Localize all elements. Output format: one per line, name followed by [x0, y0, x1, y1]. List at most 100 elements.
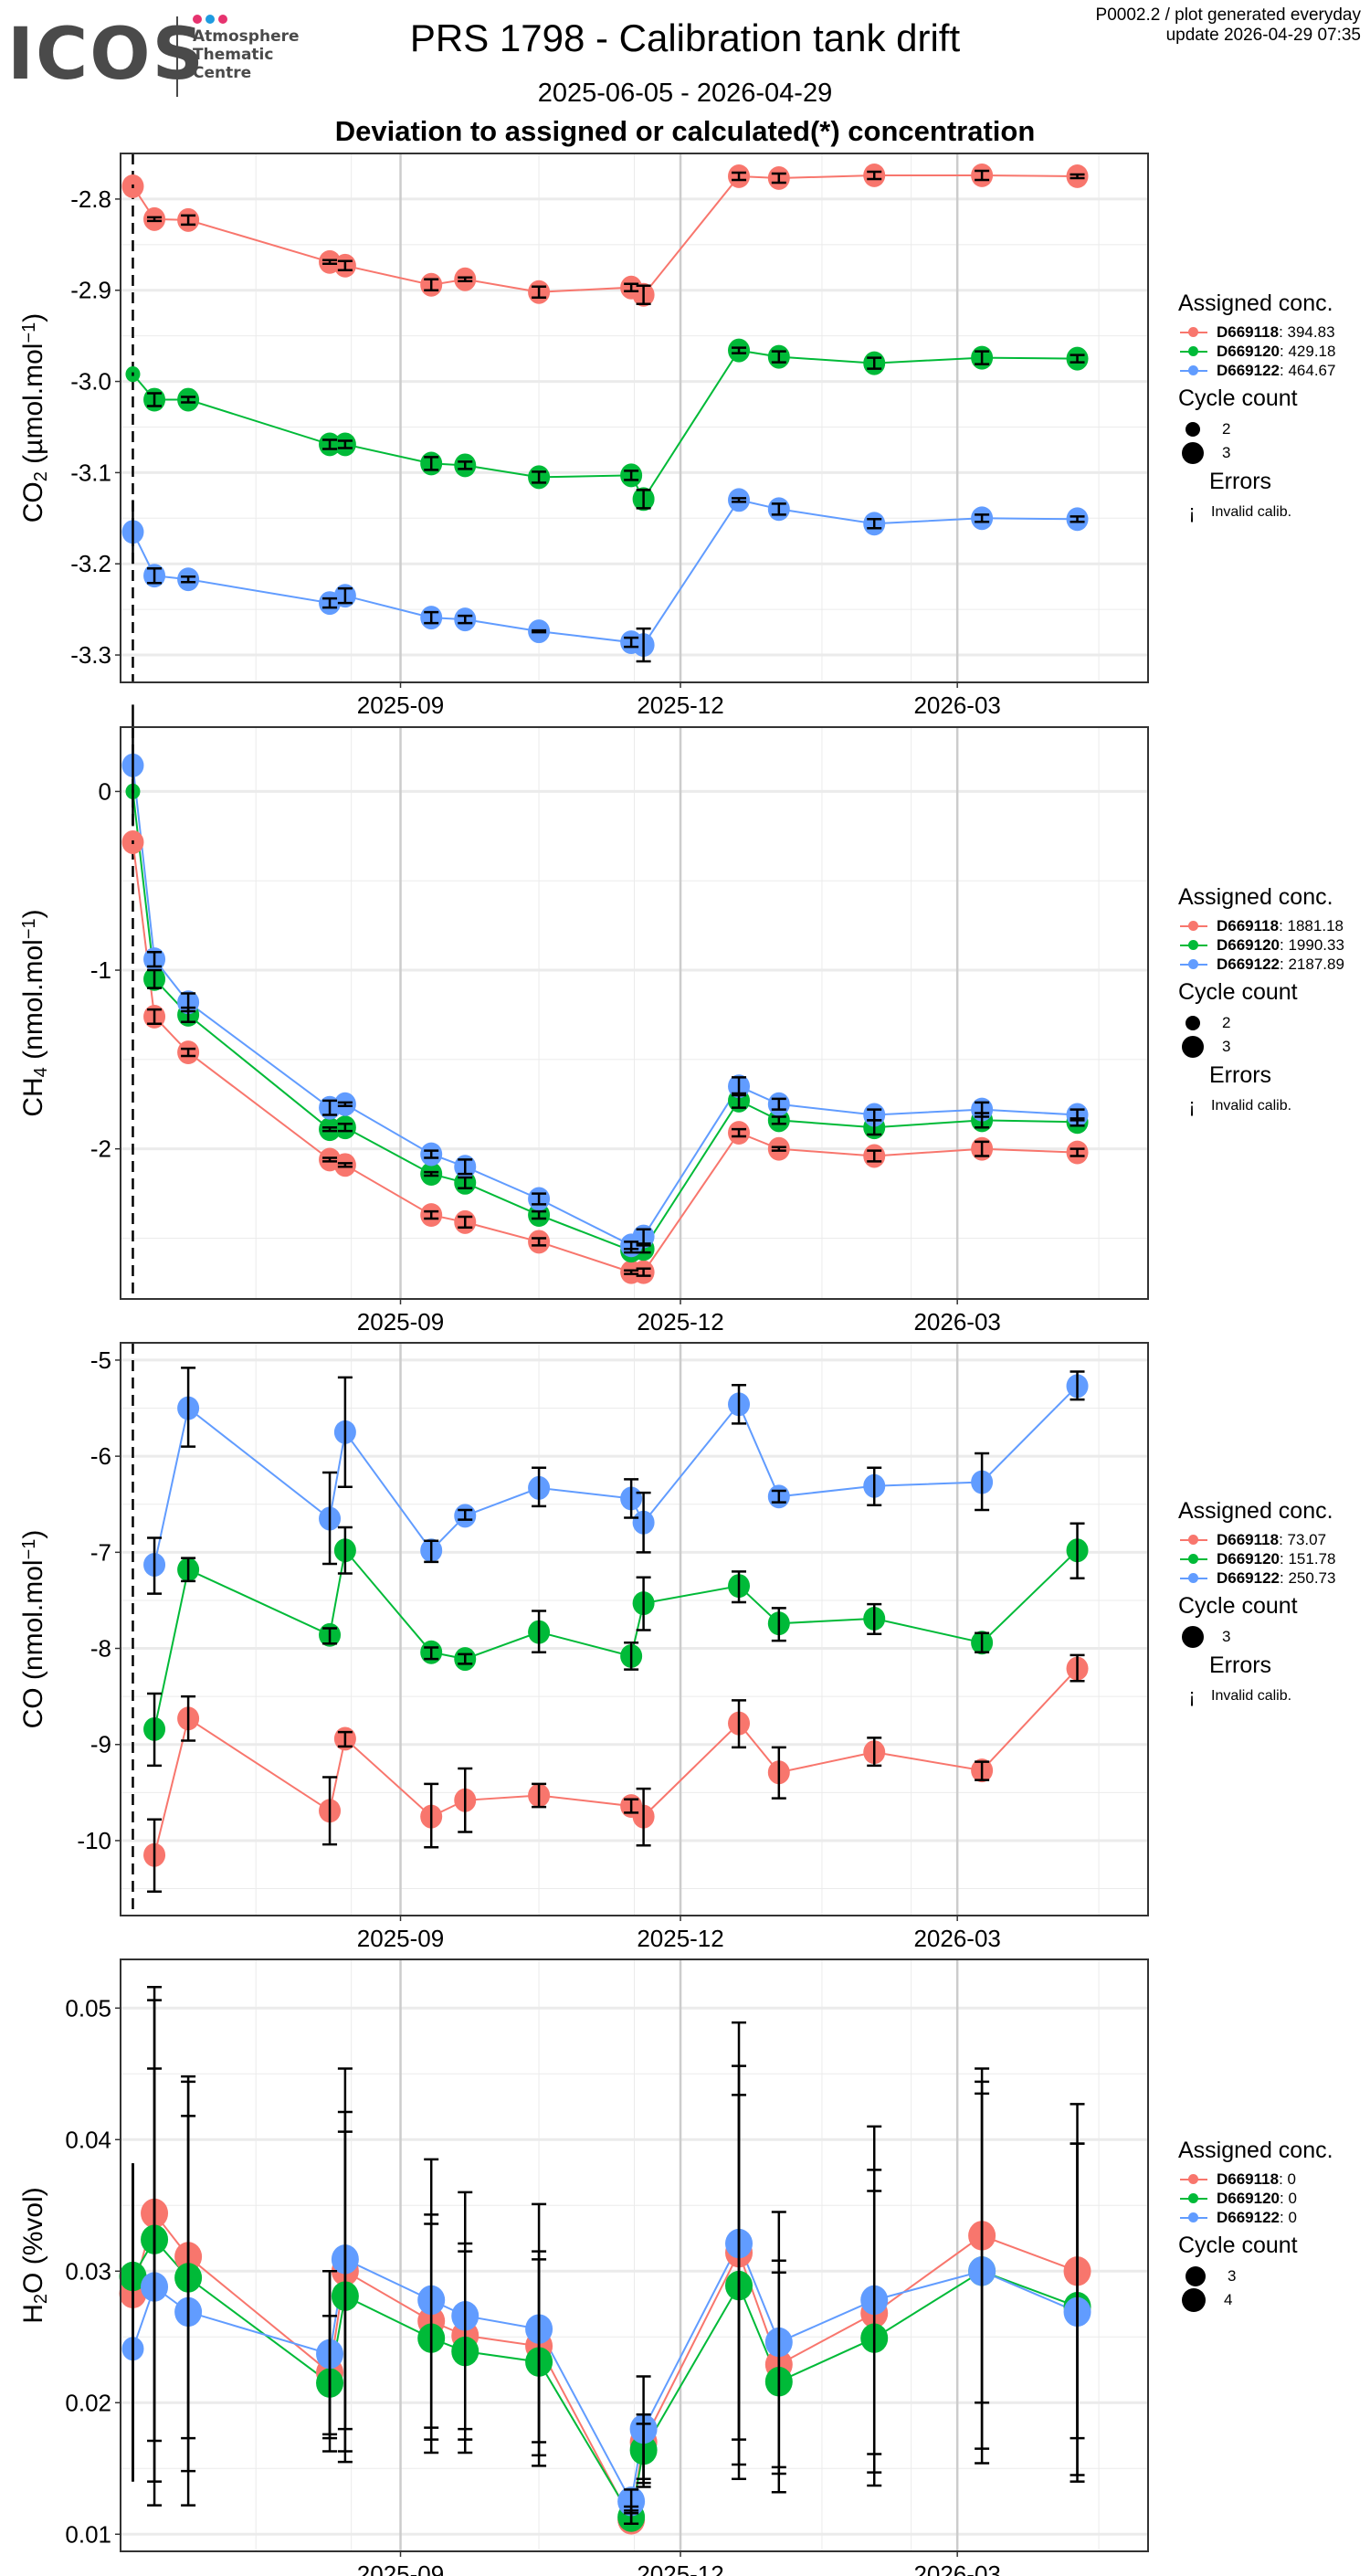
y-axis-label: H2O (%vol): [18, 2187, 51, 2323]
legend-swatch-icon: [1178, 936, 1209, 955]
legend-swatch-icon: [1178, 955, 1209, 974]
legend-title: Assigned conc.: [1178, 290, 1333, 316]
series-line-D669118: [153, 1667, 1079, 1855]
date-range: 2025-06-05 - 2026-04-29: [537, 79, 833, 108]
logo-dots-icon: [193, 15, 227, 24]
legend-assigned-value: : 73.07: [1279, 1530, 1327, 1548]
legend-tank-id: D669122: [1217, 955, 1280, 973]
legend-title: Assigned conc.: [1178, 1498, 1333, 1524]
plot-frame: [120, 1958, 1149, 2552]
y-axis-label-part: −1: [19, 918, 39, 939]
legend-cycle-item: 3: [1178, 441, 1335, 465]
legend-tank-id: D669118: [1217, 1530, 1280, 1548]
x-tick-label: 2025-12: [637, 692, 723, 719]
y-axis-label-part: CO: [18, 1687, 48, 1728]
legend-tank-id: D669118: [1217, 916, 1280, 934]
cycle-count-label: 2: [1222, 420, 1231, 438]
y-tick-label: -9: [90, 1731, 111, 1758]
y-axis-label: CO (nmol.mol−1): [18, 1530, 48, 1729]
y-axis-label-part: (nmol.mol: [18, 939, 48, 1067]
x-tick-label: 2026-03: [913, 2560, 1000, 2576]
legend-co: Assigned conc. D669118: 73.07 D669120: 151…: [1178, 1498, 1335, 1710]
y-axis-label-part: O (%vol): [18, 2187, 48, 2294]
cycle-size-icon: [1182, 2288, 1206, 2312]
legend-errors-title: Errors: [1209, 1652, 1272, 1678]
legend-item-D669120: D669120: 151.78: [1178, 1549, 1335, 1568]
legend-assigned-value: : 151.78: [1280, 1549, 1336, 1568]
plot-id-line: P0002.2 / plot generated everyday: [1095, 5, 1361, 25]
chart-subtitle: Deviation to assigned or calculated(*) c…: [334, 115, 1036, 147]
legend-tank-id: D669122: [1217, 1568, 1280, 1587]
y-axis-label-part: 2: [31, 471, 51, 481]
invalid-calib-icon: ¡: [1188, 1684, 1196, 1707]
logo-subtitle: Atmosphere Thematic Centre: [193, 27, 300, 82]
legend-assigned-value: : 1990.33: [1280, 935, 1344, 954]
x-tick-label: 2025-09: [357, 692, 444, 719]
legend-tank-id: D669120: [1217, 1549, 1280, 1568]
legend-item-D669122: D669122: 250.73: [1178, 1568, 1335, 1588]
legend-swatch-icon: [1178, 362, 1209, 380]
cycle-count-label: 3: [1228, 2267, 1237, 2285]
legend-co2: Assigned conc. D669118: 394.83 D669120: 42…: [1178, 290, 1335, 526]
y-axis-label-part: CO: [18, 481, 48, 523]
legend-cycle-title: Cycle count: [1178, 385, 1298, 411]
legend-swatch-icon: [1178, 2190, 1209, 2208]
plot-meta: P0002.2 / plot generated everyday update…: [1096, 5, 1361, 46]
x-tick-label: 2026-03: [913, 692, 1000, 719]
y-axis-label-part: −1: [19, 1539, 39, 1560]
y-tick-label: -3.1: [70, 459, 111, 486]
x-tick-label: 2025-09: [357, 1925, 444, 1952]
legend-item-D669122: D669122: 464.67: [1178, 361, 1335, 380]
legend-ch4: Assigned conc. D669118: 1881.18 D669120: 1…: [1178, 884, 1344, 1120]
cycle-count-label: 4: [1224, 2291, 1233, 2308]
legend-item-D669118: D669118: 394.83: [1178, 322, 1335, 342]
logo-dot: [218, 15, 227, 24]
logo-divider: [176, 16, 178, 97]
legend-tank-id: D669122: [1217, 2208, 1280, 2226]
invalid-calib-label: Invalid calib.: [1211, 1098, 1292, 1114]
legend-item-D669120: D669120: 0: [1178, 2189, 1333, 2208]
legend-swatch-icon: [1178, 1531, 1209, 1549]
chart-panel-ch4: 0 -1 -2 2025-09 2025-12 2026-03 CH4 (nmol.mol−…: [18, 704, 1149, 1336]
y-axis-label-part: ): [18, 1530, 48, 1539]
plot-frame: [120, 153, 1149, 683]
logo-wordmark: ICOS: [7, 14, 206, 96]
y-tick-label: 0: [99, 777, 111, 805]
cycle-count-label: 3: [1222, 1038, 1231, 1055]
y-tick-label: -3.2: [70, 550, 111, 577]
chart-panel-co2: -2.8 -2.9 -3.0 -3.1 -3.2 -3.3 2025-09 2025-12 20…: [18, 153, 1149, 719]
legend-assigned-value: : 1881.18: [1279, 916, 1344, 934]
legend-swatch-icon: [1178, 1550, 1209, 1568]
logo-line: Thematic: [193, 46, 274, 64]
legend-swatch-icon: [1178, 323, 1209, 342]
cycle-size-icon: [1182, 1626, 1204, 1648]
legend-cycle-item: 3: [1178, 1625, 1335, 1649]
legend-item-D669120: D669120: 429.18: [1178, 342, 1335, 361]
legend-cycle-item: 3: [1178, 2265, 1333, 2288]
legend-cycle-item: 3: [1178, 1035, 1344, 1059]
plot-frame: [120, 1342, 1149, 1916]
cycle-size-icon: [1182, 442, 1204, 464]
legend-item-D669122: D669122: 2187.89: [1178, 955, 1344, 974]
legend-tank-id: D669118: [1217, 2170, 1280, 2188]
y-axis-label-part: (nmol.mol: [18, 1559, 48, 1687]
y-axis-label: CH4 (nmol.mol−1): [18, 909, 51, 1116]
logo-dot: [193, 15, 202, 24]
legend-title: Assigned conc.: [1178, 884, 1333, 910]
legend-assigned-value: : 0: [1280, 2189, 1297, 2207]
legend-swatch-icon: [1178, 343, 1209, 361]
legend-item-D669118: D669118: 1881.18: [1178, 916, 1344, 935]
y-tick-label: 0.05: [65, 1994, 111, 2022]
y-axis-label-part: −1: [19, 322, 39, 343]
legend-invalid-calib: ¡ Invalid calib.: [1178, 499, 1335, 526]
y-tick-label: 0.03: [65, 2257, 111, 2285]
legend-cycle-item: 2: [1178, 417, 1335, 441]
y-tick-label: 0.02: [65, 2389, 111, 2416]
series-line-D669122: [153, 1385, 1079, 1566]
x-tick-label: 2025-12: [637, 1308, 723, 1336]
legend-tank-id: D669120: [1217, 342, 1280, 360]
legend-cycle-item: 4: [1178, 2288, 1333, 2312]
page-title: PRS 1798 - Calibration tank drift: [409, 16, 961, 59]
update-timestamp: update 2026-04-29 07:35: [1165, 26, 1361, 45]
